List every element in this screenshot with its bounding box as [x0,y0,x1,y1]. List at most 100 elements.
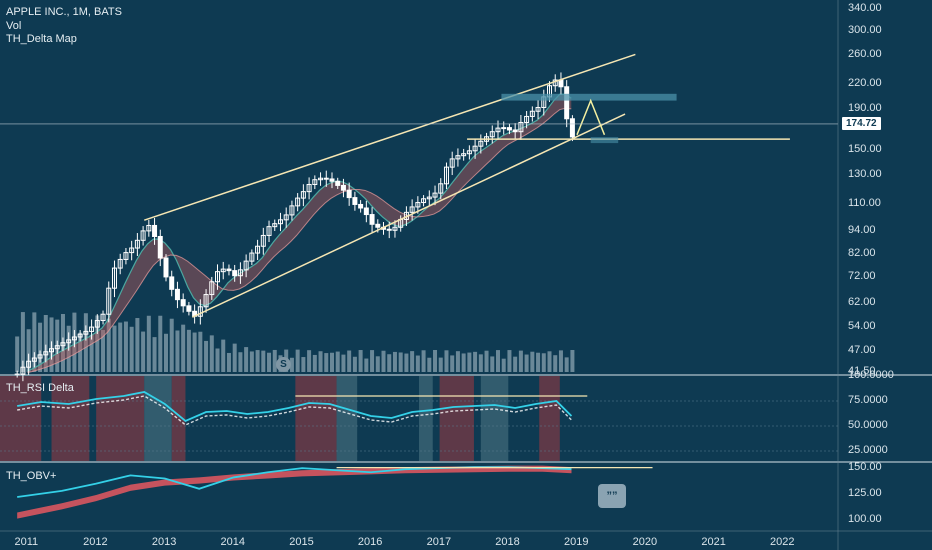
price-axis-tick: 110.00 [848,196,881,209]
candle-body [117,258,123,269]
volume-bar [444,350,449,372]
volume-bar [329,352,334,372]
volume-bar [135,318,140,372]
candle-body [472,145,478,152]
candle-body [31,357,37,362]
candle-body [215,271,221,283]
volume-bar [312,354,317,372]
candle-body [232,270,238,277]
candle-body [386,228,392,231]
rsi-signal-line [17,395,572,426]
rsi-axis-tick: 25.0000 [848,444,888,456]
volume-bar [387,354,392,372]
last-price-tag: 174.72 [842,117,881,130]
volume-bar [404,353,409,372]
rsi-zone [96,376,145,461]
volume-bar [163,333,168,372]
price-axis-tick: 130.00 [848,167,882,180]
candle-body [266,226,272,236]
candle-body [83,330,89,335]
obv-axis-tick: 150.00 [848,461,882,474]
candle-body [226,268,232,272]
volume-bar [204,340,209,372]
candle-body [455,155,461,160]
candle-body [489,131,495,138]
comment-icon[interactable]: ”” [598,484,626,508]
candle-body [323,177,329,180]
resistance-zone [501,93,677,101]
volume-bar [32,312,37,372]
candle-body [260,234,266,247]
candle-body [111,267,117,289]
candle-body [237,269,243,277]
split-marker-badge[interactable]: S [276,357,291,372]
candle-body [335,180,341,186]
candle-body [186,305,192,312]
volume-bar [530,351,535,372]
candle-body [432,192,438,198]
volume-bar [289,357,294,372]
candle-body [564,86,570,120]
price-axis-tick: 150.00 [848,143,882,156]
volume-label: Vol [6,20,22,32]
candle-body [203,294,209,308]
candle-body [174,288,180,301]
candle-body [169,276,175,290]
volume-bar [175,330,180,372]
volume-bar [232,343,237,372]
volume-bar [484,350,489,372]
volume-bar [38,322,43,372]
volume-bar [78,332,83,372]
wedge-upper-line [144,53,636,221]
volume-bar [186,329,191,372]
volume-bar [101,329,106,372]
volume-bar [375,356,380,372]
price-axis-tick: 260.00 [848,48,882,61]
candle-body [295,197,301,207]
volume-bar [461,353,466,372]
obv-axis-tick: 125.00 [848,486,882,499]
volume-bar [455,351,460,372]
candle-body [449,158,455,168]
candle-body [466,150,472,155]
candle-body [529,110,535,117]
candle-body [346,189,352,199]
time-axis-tick: 2013 [151,536,177,548]
price-axis-tick: 340.00 [848,2,882,14]
volume-bar [95,315,100,372]
volume-bar [26,329,31,372]
volume-bar [392,351,397,372]
rsi-axis-tick: 50.0000 [848,419,888,431]
volume-bar [358,350,363,372]
volume-bar [141,331,146,372]
candle-body [43,351,49,356]
candle-body [272,223,278,228]
candle-body [89,326,95,332]
volume-bar [490,356,495,372]
time-axis-tick: 2017 [426,536,452,548]
candle-body [209,281,215,296]
support-zone [590,137,619,144]
volume-bar [495,350,500,372]
volume-bar [421,350,426,372]
candle-body [26,360,32,368]
time-axis-tick: 2016 [357,536,383,548]
volume-bar [307,350,312,372]
candle-body [49,348,55,353]
volume-bar [118,322,123,372]
volume-bar [106,318,111,372]
candle-body [77,333,83,338]
price-axis-tick: 41.50 [848,365,876,377]
price-axis-tick: 300.00 [848,23,882,36]
volume-bar [570,350,575,372]
candle-body [375,223,381,228]
candle-body [220,268,226,273]
volume-bar [547,351,552,372]
time-axis-tick: 2011 [14,536,39,548]
candle-body [524,115,530,123]
time-axis-tick: 2015 [289,536,314,548]
candle-body [20,366,26,375]
candle-body [512,129,518,133]
volume-bar [536,352,541,372]
